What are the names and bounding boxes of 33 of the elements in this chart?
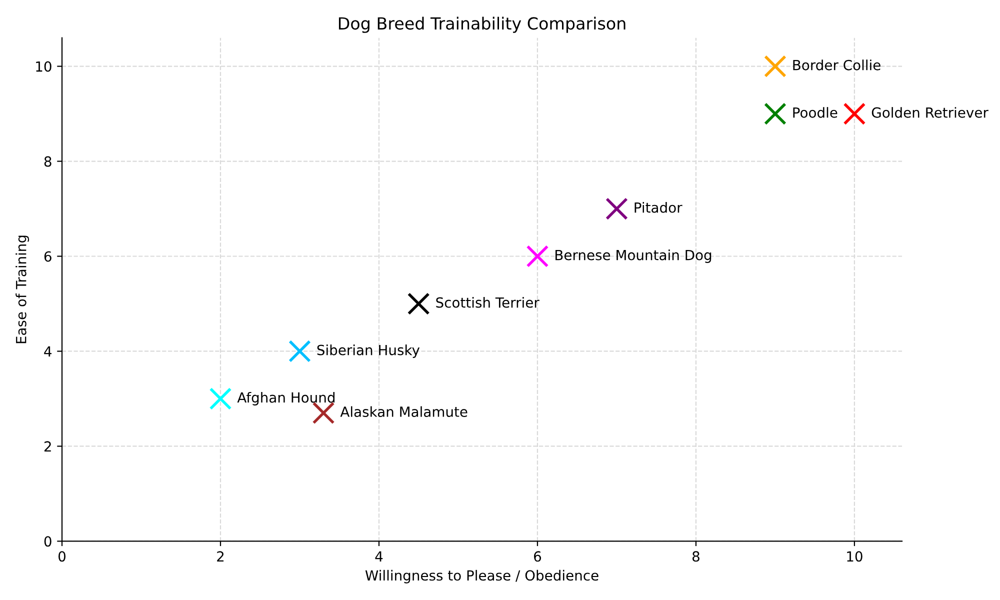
series-label: Alaskan Malamute xyxy=(340,406,468,418)
y-tick-label: 6 xyxy=(44,251,52,262)
y-tick-label: 0 xyxy=(44,536,52,547)
y-tick-label: 2 xyxy=(44,441,51,452)
point xyxy=(288,340,311,362)
x-tick-label: 6 xyxy=(534,551,542,562)
point xyxy=(312,402,335,424)
y-tick-label: 10 xyxy=(36,61,52,72)
series-label: Afghan Hound xyxy=(237,392,334,406)
point xyxy=(209,388,232,410)
x-tick-label: 4 xyxy=(375,551,383,562)
x-tick-label: 10 xyxy=(847,551,862,562)
series-label: Poodle xyxy=(793,107,838,118)
chart-title: Dog Breed Trainability Comparison xyxy=(338,16,626,33)
point xyxy=(526,245,549,268)
series-label: Bernese Mountain Dog xyxy=(556,250,712,263)
series-label: Scottish Terrier xyxy=(436,297,540,308)
point xyxy=(764,55,786,78)
x-axis-title: Willingness to Please / Obedience xyxy=(365,570,598,584)
point xyxy=(843,102,866,125)
y-axis-title: Ease of Training xyxy=(16,236,30,344)
series-label: Border Collie xyxy=(793,60,880,70)
x-tick-label: 0 xyxy=(58,551,66,562)
x-tick-label: 8 xyxy=(692,551,700,562)
series-label: Golden Retriever xyxy=(872,107,988,118)
point xyxy=(606,198,628,220)
series-label: Siberian Husky xyxy=(317,344,420,358)
x-tick-label: 2 xyxy=(217,551,224,562)
point xyxy=(764,102,786,125)
y-tick-label: 4 xyxy=(44,346,52,357)
y-tick-label: 8 xyxy=(44,156,52,167)
series-label: Pitador xyxy=(634,202,682,213)
point xyxy=(407,292,430,315)
